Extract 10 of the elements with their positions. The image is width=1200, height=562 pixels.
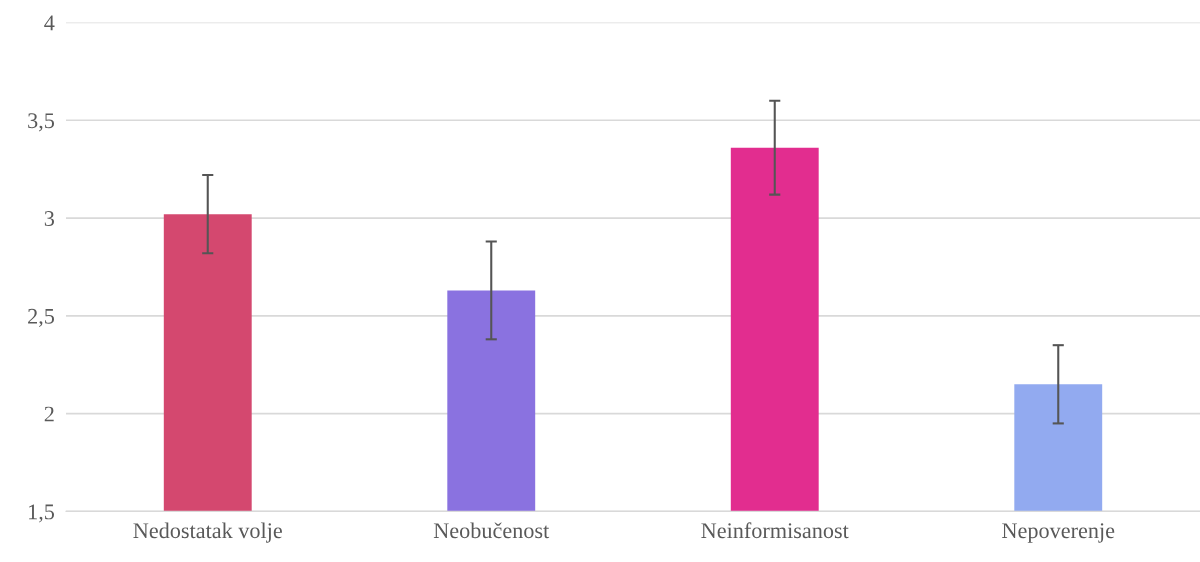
- x-tick-label: Nepoverenje: [1002, 523, 1115, 543]
- y-tick-label: 4: [44, 15, 55, 31]
- y-tick-label: 2: [44, 406, 54, 422]
- y-tick-label: 1,5: [29, 504, 55, 523]
- x-tick-label: Nedostatak volje: [133, 522, 282, 543]
- y-tick-label: 3: [44, 211, 55, 226]
- x-tick-label: Neinformisanost: [701, 522, 849, 539]
- y-tick-label: 3,5: [28, 113, 55, 132]
- y-tick-label: 2,5: [28, 308, 55, 327]
- x-tick-label: Neobučenost: [433, 522, 550, 539]
